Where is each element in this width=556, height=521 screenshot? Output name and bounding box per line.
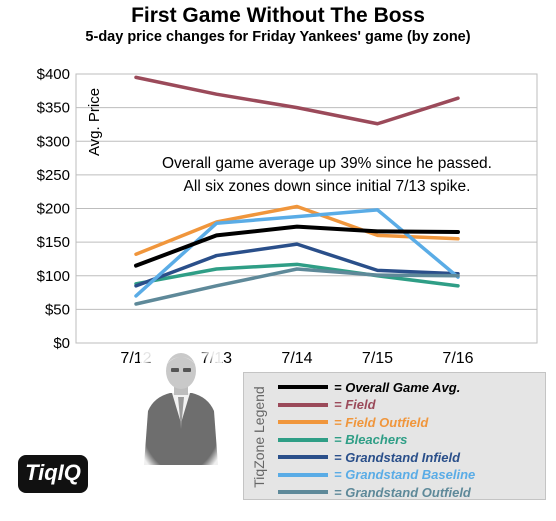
series-line-6 [134,267,460,306]
y-tick-label: $350 [37,100,70,117]
legend-item: = Grandstand Baseline [278,466,475,484]
grid-lines [75,73,538,344]
legend-item: = Grandstand Outfield [278,483,471,501]
legend-swatch [278,472,328,477]
series-line-3 [134,262,460,288]
x-tick-label: 7/14 [281,350,312,367]
legend-label: = Bleachers [334,432,408,447]
legend-swatch [278,385,328,389]
logo-text: TiqIQ [25,460,81,485]
annotation-line-1: Overall game average up 39% since he pas… [162,155,492,172]
boss-photo [140,345,222,465]
legend: TiqZone Legend = Overall Game Avg. = Fiel… [243,372,546,500]
y-tick-label: $50 [45,301,70,318]
y-axis-ticks: $0 $50 $100 $150 $200 $250 $300 $350 $400 [37,66,70,352]
legend-item: = Grandstand Infield [278,448,460,466]
series-lines [134,75,460,306]
legend-swatch [278,420,328,424]
legend-item: = Bleachers [278,431,407,449]
legend-item: = Field [278,396,376,414]
y-tick-label: $200 [37,201,70,218]
legend-label: = Field Outfield [334,414,429,430]
series-line-0 [134,224,460,268]
series-line-5 [134,208,460,298]
legend-swatch [278,455,328,459]
annotation-line-2: All six zones down since initial 7/13 sp… [184,178,471,195]
legend-swatch [278,490,328,494]
series-line-2 [134,204,460,256]
legend-label: = Grandstand Infield [334,449,461,465]
legend-label: = Grandstand Outfield [334,484,471,500]
y-tick-label: $0 [53,335,70,352]
series-line-1 [134,75,460,126]
tiqiq-logo: TiqIQ [18,455,88,493]
legend-title: TiqZone Legend [251,386,267,488]
y-tick-label: $400 [37,66,70,83]
legend-item: = Field Outfield [278,413,428,431]
series-line-4 [134,242,460,288]
y-tick-label: $100 [37,268,70,285]
chart-subtitle: 5-day price changes for Friday Yankees' … [85,29,471,45]
legend-label: = Field [334,397,376,412]
chart-title: First Game Without The Boss [131,4,425,27]
y-tick-label: $250 [37,167,70,184]
legend-item: = Overall Game Avg. [278,378,460,396]
legend-label: = Overall Game Avg. [334,379,461,395]
legend-swatch [278,437,328,442]
x-tick-label: 7/16 [442,350,473,367]
y-tick-label: $150 [37,234,70,251]
x-tick-label: 7/15 [362,350,393,367]
line-chart: $0$50$100$150$200$250$300$350$400 7/12 7/… [37,66,538,367]
y-axis-label: Avg. Price [86,88,103,156]
y-tick-label: $300 [37,133,70,150]
legend-label: = Grandstand Baseline [334,467,476,482]
legend-swatch [278,402,328,407]
